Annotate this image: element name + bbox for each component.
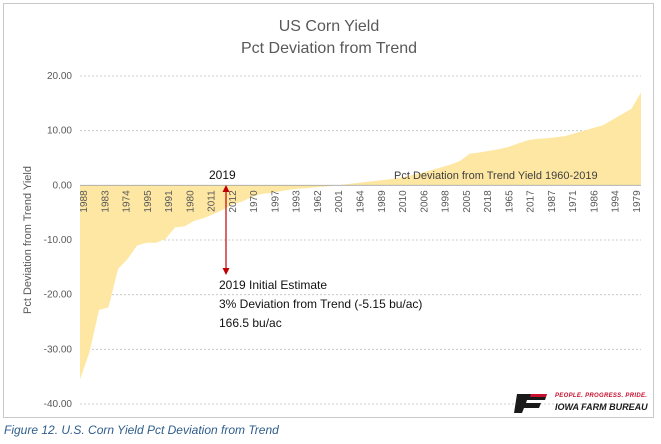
x-tick-label: 2018 (483, 190, 494, 213)
x-tick-label: 1989 (377, 190, 388, 213)
x-tick-label: 2001 (334, 190, 345, 213)
chart-title: US Corn Yield (279, 18, 380, 35)
x-tick-label: 1962 (313, 190, 324, 213)
x-tick-label: 1964 (356, 190, 367, 213)
estimate-arrow (222, 185, 230, 275)
y-axis-label: Pct Deviation from Trend Yield (22, 166, 34, 314)
chart-subtitle: Pct Deviation from Trend (241, 40, 417, 57)
x-tick-label: 1974 (122, 190, 133, 213)
chart: US Corn Yield Pct Deviation from Trend 2… (22, 18, 643, 410)
year-2019-label: 2019 (209, 168, 236, 182)
x-tick-label: 1986 (590, 190, 601, 213)
farm-bureau-logo: PEOPLE. PROGRESS. PRIDE. IOWA FARM BUREA… (513, 390, 655, 416)
estimate-line-2: 3% Deviation from Trend (-5.15 bu/ac) (219, 297, 422, 311)
gridlines (80, 75, 641, 405)
x-tick-label: 1983 (100, 190, 111, 213)
chart-frame: US Corn Yield Pct Deviation from Trend 2… (3, 3, 654, 418)
y-axis: 20.00 10.00 0.00 -10.00 -20.00 -30.00 -40.00 (44, 71, 73, 410)
x-tick-label: 1988 (79, 190, 90, 213)
x-tick-label: 2011 (207, 190, 218, 212)
y-tick-label: -20.00 (44, 290, 73, 301)
y-tick-label: -10.00 (44, 235, 73, 246)
series-label: Pct Deviation from Trend Yield 1960-2019 (394, 170, 598, 182)
y-tick-label: -30.00 (44, 344, 73, 355)
x-tick-label: 1994 (611, 190, 622, 213)
estimate-line-3: 166.5 bu/ac (219, 316, 282, 330)
y-tick-label: -40.00 (44, 399, 73, 410)
fb-logo-icon (514, 394, 547, 413)
figure-caption: Figure 12. U.S. Corn Yield Pct Deviation… (4, 423, 279, 437)
x-tick-label: 1997 (270, 190, 281, 213)
x-tick-label: 2012 (228, 190, 239, 213)
arrow-head (222, 268, 230, 275)
x-tick-label: 1998 (441, 190, 452, 213)
x-tick-label: 1979 (632, 190, 643, 213)
logo-tagline: PEOPLE. PROGRESS. PRIDE. (555, 393, 648, 399)
y-tick-label: 20.00 (47, 71, 72, 82)
x-axis: 1988 1983 1974 1995 1991 1980 2011 2012 1970 1997… (79, 190, 643, 213)
x-tick-label: 2005 (462, 190, 473, 213)
x-tick-label: 1965 (504, 190, 515, 213)
deviation-area-series (80, 92, 641, 380)
plot-area (80, 92, 641, 380)
x-tick-label: 2006 (419, 190, 430, 213)
x-tick-label: 1995 (143, 190, 154, 213)
arrow-head (222, 185, 230, 192)
x-tick-label: 1993 (292, 190, 303, 213)
x-tick-label: 2017 (526, 190, 537, 213)
x-tick-label: 1980 (185, 190, 196, 213)
x-tick-label: 1991 (164, 190, 175, 213)
x-tick-label: 1970 (249, 190, 260, 213)
x-tick-label: 1971 (568, 190, 579, 213)
y-tick-label: 10.00 (47, 126, 72, 137)
logo-name: IOWA FARM BUREAU (555, 402, 648, 412)
x-tick-label: 1987 (547, 190, 558, 213)
y-tick-label: 0.00 (53, 180, 73, 191)
x-tick-label: 2010 (398, 190, 409, 213)
estimate-line-1: 2019 Initial Estimate (219, 278, 327, 292)
